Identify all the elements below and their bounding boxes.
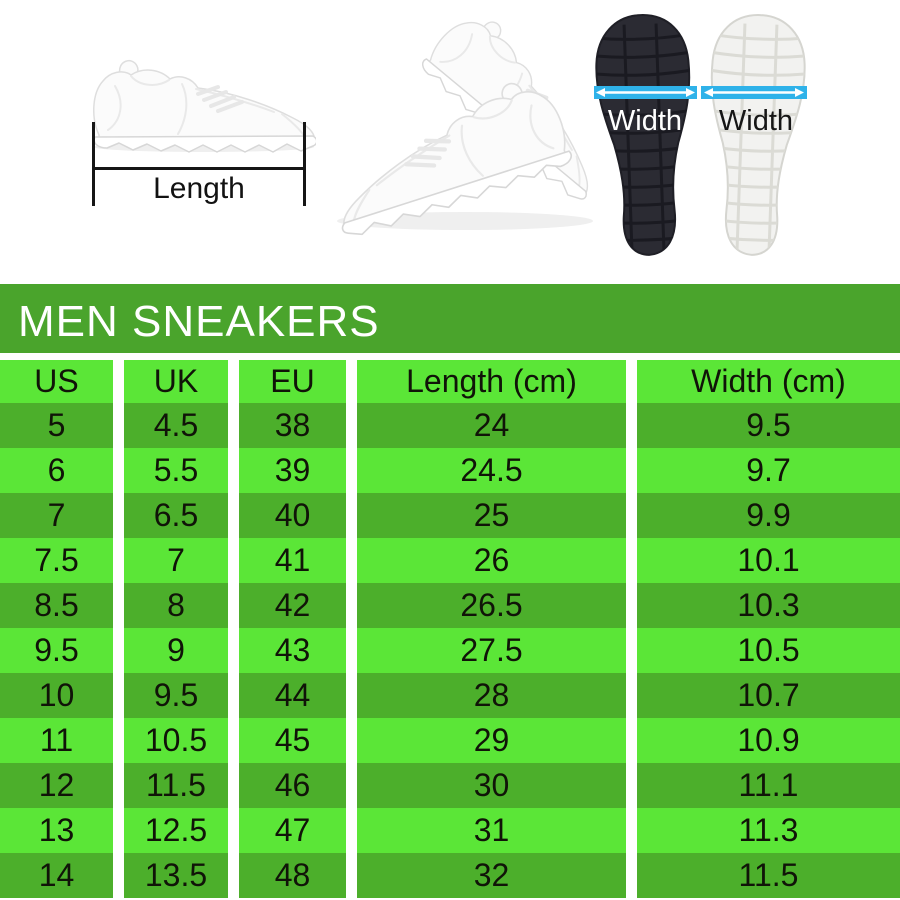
width-label-white-sole: Width <box>719 105 793 137</box>
product-photos: Length <box>0 0 900 284</box>
size-cell: 41 <box>239 538 346 583</box>
size-cell: 7.5 <box>0 538 113 583</box>
size-cell: 5 <box>0 403 113 448</box>
table-title-band: MEN SNEAKERS <box>0 284 900 353</box>
size-cell: 47 <box>239 808 346 853</box>
size-cell: 38 <box>239 403 346 448</box>
size-cell: 29 <box>357 718 626 763</box>
size-cell: 42 <box>239 583 346 628</box>
length-line <box>92 167 306 170</box>
size-cell: 6.5 <box>124 493 228 538</box>
column-header-uk: UK <box>124 360 228 403</box>
size-cell: 9.5 <box>0 628 113 673</box>
column-header-length-cm: Length (cm) <box>357 360 626 403</box>
width-label-black-sole: Width <box>608 105 682 137</box>
size-cell: 9.9 <box>637 493 900 538</box>
size-cell: 48 <box>239 853 346 898</box>
table-title: MEN SNEAKERS <box>18 296 380 346</box>
size-cell: 10.3 <box>637 583 900 628</box>
size-cell: 28 <box>357 673 626 718</box>
size-cell: 11.1 <box>637 763 900 808</box>
size-cell: 12 <box>0 763 113 808</box>
size-cell: 6 <box>0 448 113 493</box>
length-label: Length <box>153 172 245 205</box>
size-cell: 31 <box>357 808 626 853</box>
size-table-section: MEN SNEAKERS US UK EU Length (cm) Width (cm)… <box>0 284 900 898</box>
width-arrow-band-black <box>594 86 697 99</box>
column-header-eu: EU <box>239 360 346 403</box>
black-sole <box>593 12 697 258</box>
size-cell: 32 <box>357 853 626 898</box>
size-cell: 39 <box>239 448 346 493</box>
size-cell: 11.5 <box>124 763 228 808</box>
length-tick-left <box>92 122 95 206</box>
size-cell: 27.5 <box>357 628 626 673</box>
size-cell: 24 <box>357 403 626 448</box>
size-cell: 10.5 <box>637 628 900 673</box>
size-cell: 13 <box>0 808 113 853</box>
width-arrow-band-white <box>701 86 807 99</box>
size-cell: 9 <box>124 628 228 673</box>
size-cell: 7 <box>0 493 113 538</box>
size-cell: 9.5 <box>637 403 900 448</box>
size-cell: 8 <box>124 583 228 628</box>
size-cell: 24.5 <box>357 448 626 493</box>
sole-photos: Width Width <box>593 12 808 258</box>
size-cell: 14 <box>0 853 113 898</box>
size-cell: 43 <box>239 628 346 673</box>
length-tick-right <box>303 122 306 206</box>
size-cell: 4.5 <box>124 403 228 448</box>
size-cell: 11.5 <box>637 853 900 898</box>
size-cell: 44 <box>239 673 346 718</box>
size-cell: 11 <box>0 718 113 763</box>
column-header-width-cm: Width (cm) <box>637 360 900 403</box>
size-cell: 10.9 <box>637 718 900 763</box>
sneaker-pair-photo <box>320 14 600 236</box>
sneaker-side-photo <box>91 58 316 154</box>
size-cell: 11.3 <box>637 808 900 853</box>
size-cell: 5.5 <box>124 448 228 493</box>
size-cell: 10 <box>0 673 113 718</box>
size-cell: 10.5 <box>124 718 228 763</box>
divider <box>0 353 900 360</box>
size-cell: 45 <box>239 718 346 763</box>
size-cell: 40 <box>239 493 346 538</box>
size-table: US UK EU Length (cm) Width (cm) 5 4.5 38 24 9.5 6 5… <box>0 360 900 898</box>
size-cell: 7 <box>124 538 228 583</box>
size-cell: 8.5 <box>0 583 113 628</box>
size-cell: 25 <box>357 493 626 538</box>
size-cell: 9.7 <box>637 448 900 493</box>
front-sneaker <box>320 72 575 236</box>
column-header-us: US <box>0 360 113 403</box>
size-cell: 10.1 <box>637 538 900 583</box>
size-cell: 13.5 <box>124 853 228 898</box>
white-sole <box>704 12 808 258</box>
size-cell: 30 <box>357 763 626 808</box>
size-cell: 26 <box>357 538 626 583</box>
size-cell: 9.5 <box>124 673 228 718</box>
size-cell: 26.5 <box>357 583 626 628</box>
size-cell: 12.5 <box>124 808 228 853</box>
size-cell: 10.7 <box>637 673 900 718</box>
size-cell: 46 <box>239 763 346 808</box>
